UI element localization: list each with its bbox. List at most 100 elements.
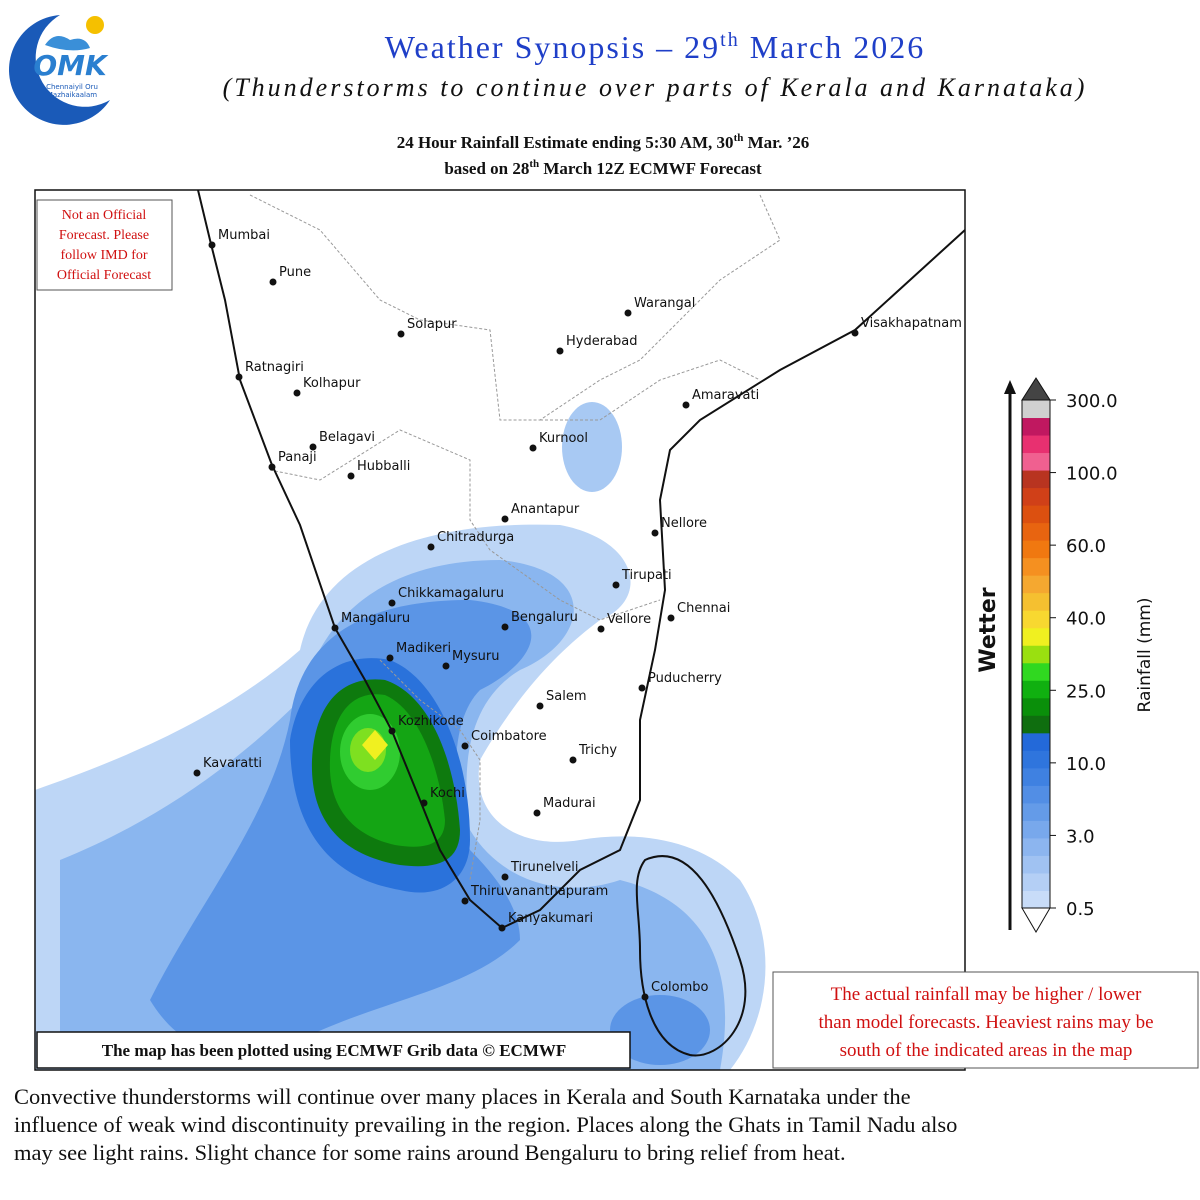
city-dot [682,401,690,409]
city-label: Panaji [278,450,317,465]
city-dot [427,543,435,551]
border [540,359,761,421]
logo-text: Chennaiyil Oru [46,83,98,91]
city-dot [269,278,277,286]
colorbar-segment [1022,872,1050,891]
city-label: Kavaratti [203,756,262,771]
colorbar-segment [1022,855,1050,874]
colorbar-segment [1022,452,1050,471]
city-dot [268,463,276,471]
city-label: Chennai [677,601,730,616]
city-dot [851,329,859,337]
city-dot [624,309,632,317]
disclaimer-line: Not an Official [62,208,147,223]
city-dot [569,756,577,764]
city-label: Mysuru [452,649,500,664]
city-dot [556,347,564,355]
border [379,659,481,881]
colorbar-segment [1022,522,1050,541]
caveat-box [772,971,1199,1069]
map-title-sup: th [734,132,744,144]
colorbar-segment [1022,557,1050,576]
coastline [197,190,965,930]
city-dot [533,809,541,817]
city-dot [386,654,394,662]
city-label: Mangaluru [341,611,410,626]
city-label: Tirunelveli [510,860,579,875]
colorbar-top [1021,377,1051,401]
colorbar-tick-label: 3.0 [1066,826,1095,847]
city-dot [331,624,339,632]
city-label: Tirupati [621,568,672,583]
city-label: Colombo [651,980,709,995]
city-dot [420,799,428,807]
colorbar-segment [1022,417,1050,436]
colorbar-segment [1022,697,1050,716]
colorbar-segment [1022,470,1050,489]
colorbar-segment [1022,767,1050,786]
colorbar-bottom [1021,907,1051,933]
city-dot [442,662,450,670]
arrow-head [1004,380,1016,394]
city-label: Amaravati [692,388,759,403]
city-dot [461,897,469,905]
rain-blue [610,995,710,1065]
city-dot [638,684,646,692]
colorbar-segment [1022,802,1050,821]
map [35,190,965,1070]
city-label: Hyderabad [566,334,638,349]
city-dot [388,727,396,735]
city-dot [293,389,301,397]
city-label: Chitradurga [437,530,514,545]
city-label: Pune [279,265,311,280]
colorbar-segment [1022,680,1050,699]
title: Weather Synopsis – 29th March 2026 [385,29,925,65]
colorbar-segment [1022,505,1050,524]
city-label: Madikeri [396,641,451,656]
colorbar-segment [1022,400,1050,419]
colorbar-segment [1022,645,1050,664]
colorbar-segment [1022,890,1050,909]
city-label: Warangal [634,296,695,311]
city-dot [529,444,537,452]
city-label: Belagavi [319,430,375,445]
paragraph-line: influence of weak wind discontinuity pre… [14,1112,957,1137]
city-label: Kurnool [539,431,588,446]
city-dot [667,614,675,622]
city-dot [536,702,544,710]
city-label: Kozhikode [398,714,464,729]
city-dot [597,625,605,633]
disclaimer: Not an Official Forecast. Please follow IM… [57,208,151,283]
disclaimer-line: follow IMD for [60,248,147,263]
colorbar-tick-label: 300.0 [1066,391,1118,412]
map-title: 24 Hour Rainfall Estimate ending 5:30 AM… [397,132,810,152]
map-title: based on 28th March 12Z ECMWF Forecast [444,158,762,178]
city-label: Anantapur [511,502,580,517]
colorbar-tick-label: 100.0 [1066,464,1118,485]
city-label: Salem [546,689,587,704]
credit-box [36,1031,631,1069]
colorbar-segment [1022,715,1050,734]
city-label: Mumbai [218,228,270,243]
colorbar-segment [1022,785,1050,804]
city-dot [397,330,405,338]
city-label: Hubballi [357,459,410,474]
city-label: Solapur [407,317,457,332]
city-dot [501,873,509,881]
colorbar-segment [1022,592,1050,611]
colorbar-segment [1022,487,1050,506]
city-label: Kanyakumari [508,911,593,926]
city-dot [651,529,659,537]
city-dot [498,924,506,932]
city-dot [309,443,317,451]
colorbar-tick-label: 40.0 [1066,609,1106,630]
caveat-line: than model forecasts. Heaviest rains may… [818,1012,1153,1033]
map-title-text: based on 28 [444,159,529,178]
map-title-text: March 12Z ECMWF Forecast [539,159,762,178]
caveat-line: south of the indicated areas in the map [840,1040,1133,1061]
paragraph-line: may see light rains. Slight chance for s… [14,1140,846,1165]
city-dot [501,623,509,631]
city-dot [347,472,355,480]
logo-text: Mazhaikaalam [47,91,97,99]
city-dot [501,515,509,523]
